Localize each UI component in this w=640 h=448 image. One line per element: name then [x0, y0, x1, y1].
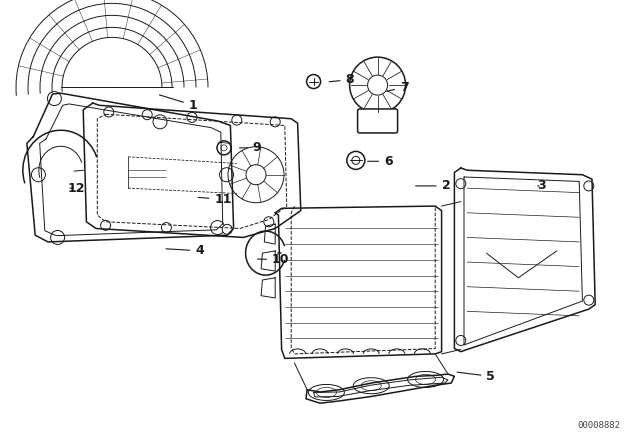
- Text: 7: 7: [387, 81, 409, 94]
- Text: 2: 2: [415, 179, 451, 193]
- Circle shape: [100, 220, 111, 230]
- Circle shape: [221, 145, 227, 151]
- Circle shape: [222, 224, 232, 234]
- Text: 11: 11: [198, 193, 232, 206]
- Text: 4: 4: [166, 244, 204, 258]
- Circle shape: [153, 115, 167, 129]
- Circle shape: [270, 117, 280, 127]
- Text: 8: 8: [329, 73, 354, 86]
- Circle shape: [211, 220, 225, 235]
- Circle shape: [220, 168, 234, 182]
- Circle shape: [161, 223, 172, 233]
- Circle shape: [456, 179, 466, 189]
- Circle shape: [104, 107, 114, 117]
- Text: 5: 5: [457, 370, 495, 383]
- Text: 10: 10: [257, 253, 289, 267]
- Circle shape: [352, 156, 360, 164]
- FancyBboxPatch shape: [358, 109, 397, 133]
- Circle shape: [264, 217, 274, 227]
- Circle shape: [456, 336, 466, 345]
- Circle shape: [142, 110, 152, 120]
- Circle shape: [307, 74, 321, 89]
- Text: 3: 3: [538, 179, 546, 193]
- Circle shape: [347, 151, 365, 169]
- Circle shape: [246, 165, 266, 185]
- Circle shape: [232, 115, 242, 125]
- Circle shape: [51, 230, 65, 245]
- Circle shape: [31, 168, 45, 182]
- Text: 1: 1: [159, 95, 198, 112]
- Text: 00008882: 00008882: [577, 421, 620, 430]
- Text: 6: 6: [367, 155, 392, 168]
- Circle shape: [47, 91, 61, 106]
- Circle shape: [584, 181, 594, 191]
- Circle shape: [584, 295, 594, 305]
- Text: 12: 12: [67, 181, 84, 195]
- Circle shape: [367, 75, 388, 95]
- Circle shape: [187, 112, 197, 122]
- Circle shape: [217, 141, 231, 155]
- Text: 9: 9: [239, 141, 261, 155]
